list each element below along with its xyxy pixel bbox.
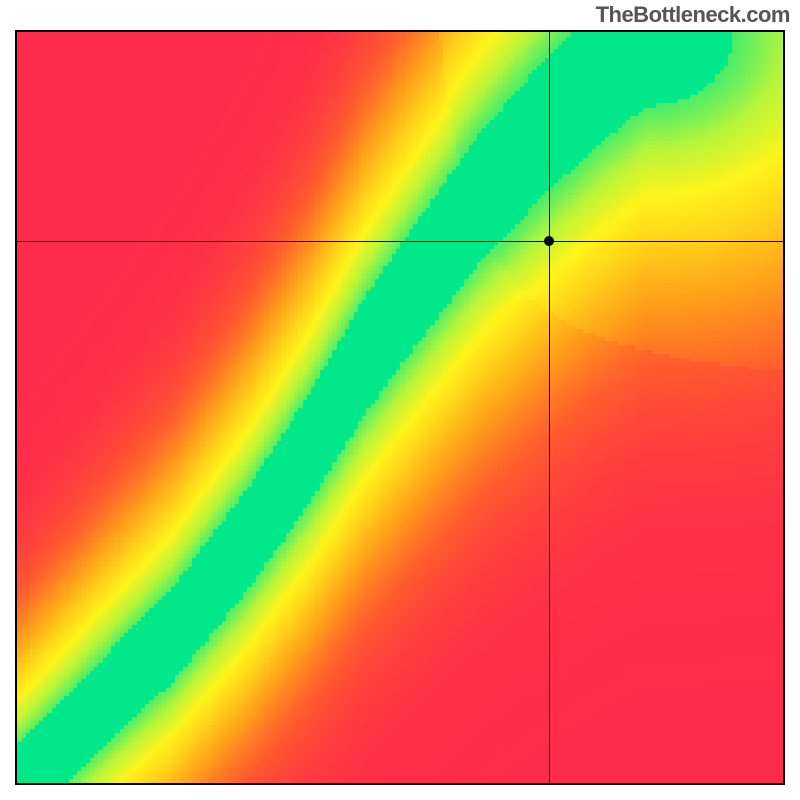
crosshair-marker (544, 236, 554, 246)
crosshair-vertical (549, 32, 550, 783)
heatmap-frame (15, 30, 785, 785)
heatmap-canvas (17, 32, 783, 783)
attribution-label: TheBottleneck.com (596, 2, 790, 28)
crosshair-horizontal (17, 241, 783, 242)
chart-container: TheBottleneck.com (0, 0, 800, 800)
